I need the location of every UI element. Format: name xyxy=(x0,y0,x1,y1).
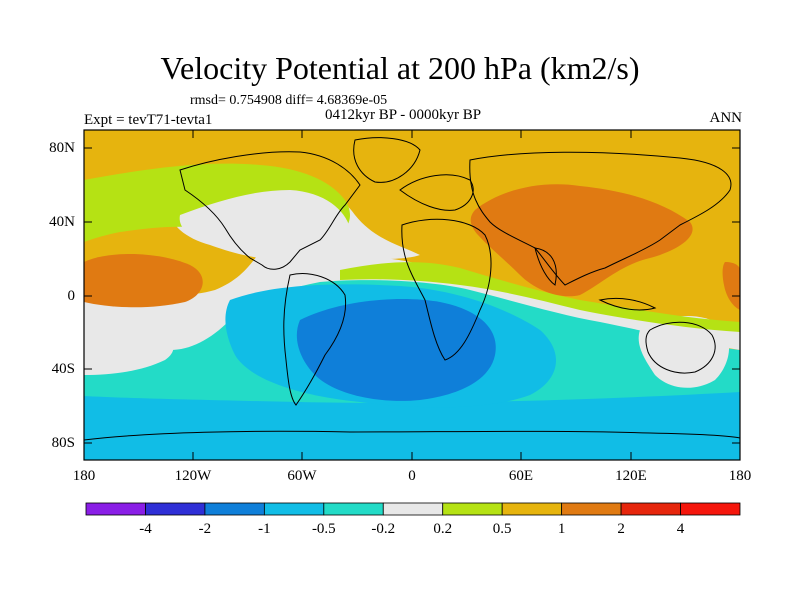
contour-pos-strong-east xyxy=(722,262,740,310)
colorbar-label: 1 xyxy=(557,521,566,537)
colorbar-segment xyxy=(680,502,741,516)
colorbar-label: -2 xyxy=(198,521,212,537)
colorbar-segment xyxy=(620,502,681,516)
contour-neg-strong-center xyxy=(296,299,496,401)
colorbar-label: -1 xyxy=(258,521,271,537)
contour-neutral-west-pacific xyxy=(84,331,174,375)
coastline-indonesia xyxy=(598,297,657,311)
colorbar-segment xyxy=(382,502,444,516)
colorbar-segment xyxy=(561,502,622,516)
contour-neutral-australia xyxy=(638,315,730,388)
coastline-antarctica xyxy=(84,430,740,441)
lat-label-80s: 80S xyxy=(51,435,75,451)
coastline-north-america xyxy=(179,151,361,270)
lon-label-120w: 120W xyxy=(174,468,212,484)
period-text: 0412kyr BP - 0000kyr BP xyxy=(325,107,482,123)
season-label: ANN xyxy=(709,110,743,126)
colorbar-segment xyxy=(442,502,503,516)
lon-label-60w: 60W xyxy=(287,468,317,484)
lat-label-40n: 40N xyxy=(49,214,75,230)
colorbar-label: -4 xyxy=(139,521,152,537)
lon-label-0: 0 xyxy=(408,468,416,484)
stats-text: rmsd= 0.754908 diff= 4.68369e-05 xyxy=(190,93,388,108)
contour-southern-neg-mid xyxy=(84,390,740,460)
lat-label-80n: 80N xyxy=(49,140,75,156)
coastline-india xyxy=(534,247,557,286)
axis-ticks xyxy=(84,130,740,460)
contour-neutral-na-inner xyxy=(179,190,351,256)
contour-pos-strong-pacific xyxy=(84,254,203,308)
colorbar-segment xyxy=(204,502,265,516)
colorbar-segment xyxy=(85,502,146,516)
contour-field xyxy=(84,130,740,460)
contour-pos-strong-asia xyxy=(470,184,693,297)
map-title: Velocity Potential at 200 hPa (km2/s) xyxy=(160,50,640,86)
colorbar-segment xyxy=(145,502,206,516)
lat-label-0: 0 xyxy=(67,288,76,304)
colorbar-label: 4 xyxy=(676,521,685,537)
lon-label-180-right: 180 xyxy=(728,468,752,484)
coastline-africa xyxy=(401,218,492,361)
coastline-greenland xyxy=(353,137,421,183)
coastline-europe xyxy=(399,174,474,211)
colorbar-label: -0.5 xyxy=(311,521,336,537)
lat-label-40s: 40S xyxy=(51,361,75,377)
coastline-asia xyxy=(469,151,732,286)
coastline-south-america xyxy=(283,273,347,406)
coastlines xyxy=(84,137,740,441)
lon-label-180-left: 180 xyxy=(72,468,96,484)
colorbar-segment xyxy=(501,502,563,516)
colorbar-label: 0.5 xyxy=(492,521,512,537)
colorbar-label: 0.2 xyxy=(433,521,453,537)
coastline-australia xyxy=(645,321,716,374)
lon-label-60e: 60E xyxy=(508,468,534,484)
colorbar-segment xyxy=(263,502,325,516)
contour-pos-weak-tropics xyxy=(340,262,740,332)
colorbar-label: -0.2 xyxy=(371,521,396,537)
colorbar xyxy=(85,502,741,516)
lon-label-120e: 120E xyxy=(615,468,647,484)
colorbar-segment xyxy=(323,502,384,516)
colorbar-label: 2 xyxy=(617,521,625,537)
experiment-label: Expt = tevT71-tevta1 xyxy=(84,112,213,128)
contour-neutral-pacific xyxy=(84,252,740,362)
